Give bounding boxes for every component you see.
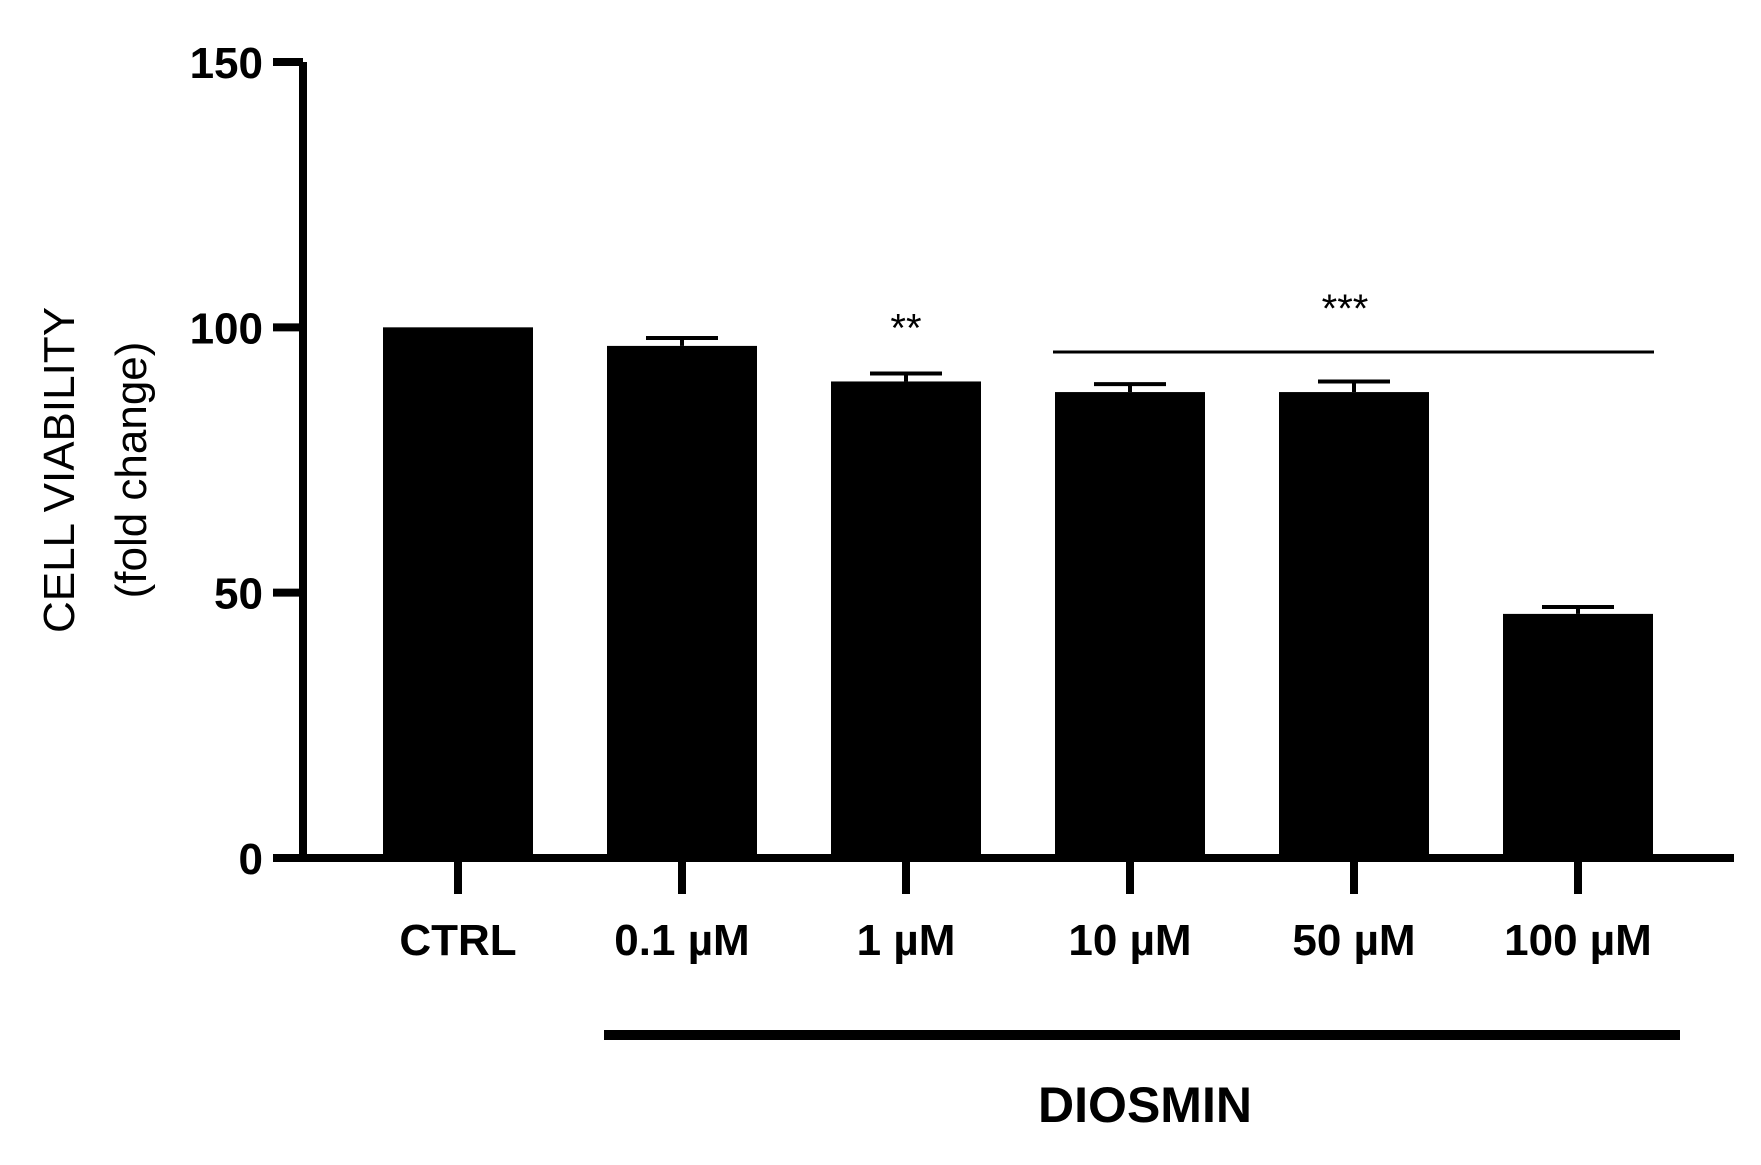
x-tick-label: 100 µM	[1504, 916, 1652, 965]
bar	[607, 345, 757, 858]
y-tick-label: 0	[239, 835, 263, 884]
x-tick-label: CTRL	[399, 916, 516, 965]
y-axis-title: CELL VIABILITY (fold change)	[35, 307, 156, 633]
x-tick-label: 1 µM	[857, 916, 956, 965]
significance-label: **	[890, 307, 921, 351]
y-axis-unit: (fold change)	[107, 342, 156, 599]
x-tick-label: 10 µM	[1068, 916, 1191, 965]
y-axis-label: CELL VIABILITY	[35, 307, 84, 633]
bar	[1279, 392, 1429, 858]
significance-label: ***	[1322, 287, 1369, 331]
diosmin-group-label: DIOSMIN	[1038, 1077, 1252, 1133]
y-tick-label: 100	[190, 304, 263, 353]
plot-area: 0 50 100 150 CTRL 0.1 µM 1 µM 10 µM 50 µM 100 µM *…	[190, 39, 1734, 1040]
y-tick-label: 150	[190, 39, 263, 88]
y-tick-label: 50	[214, 570, 263, 619]
x-tick-label: 50 µM	[1292, 916, 1415, 965]
bar	[1503, 613, 1653, 858]
bar	[831, 381, 981, 858]
bar	[1055, 392, 1205, 858]
bar	[383, 327, 533, 858]
x-tick-label: 0.1 µM	[614, 916, 749, 965]
